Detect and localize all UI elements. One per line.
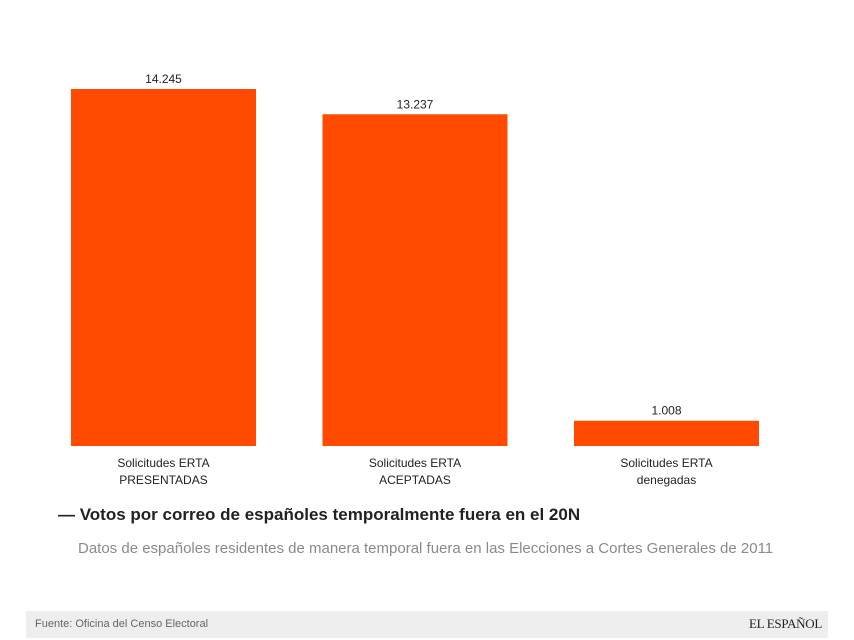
- bar-2: [574, 420, 759, 446]
- value-label-2: 1.008: [651, 404, 681, 418]
- source-note: Fuente: Oficina del Censo Electoral: [35, 618, 209, 630]
- category-label-0: Solicitudes ERTA PRESENTADAS: [117, 456, 209, 487]
- bar-chart: 14.245 Solicitudes ERTA PRESENTADAS 13.237 S…: [71, 72, 759, 487]
- value-label-1: 13.237: [397, 97, 434, 111]
- bar-0: [71, 89, 256, 446]
- category-label-1: Solicitudes ERTA ACEPTADAS: [369, 456, 461, 487]
- bar-1: [322, 114, 508, 447]
- category-label-2: Solicitudes ERTA denegadas: [620, 456, 712, 487]
- chart-subtitle: Datos de españoles residentes de manera …: [78, 540, 774, 557]
- footer-bar: Fuente: Oficina del Censo Electoral EL E…: [26, 611, 828, 638]
- value-label-0: 14.245: [145, 72, 182, 86]
- brand-logo: EL ESPAÑOL: [749, 616, 822, 631]
- chart-title: — Votos por correo de españoles temporal…: [58, 505, 581, 524]
